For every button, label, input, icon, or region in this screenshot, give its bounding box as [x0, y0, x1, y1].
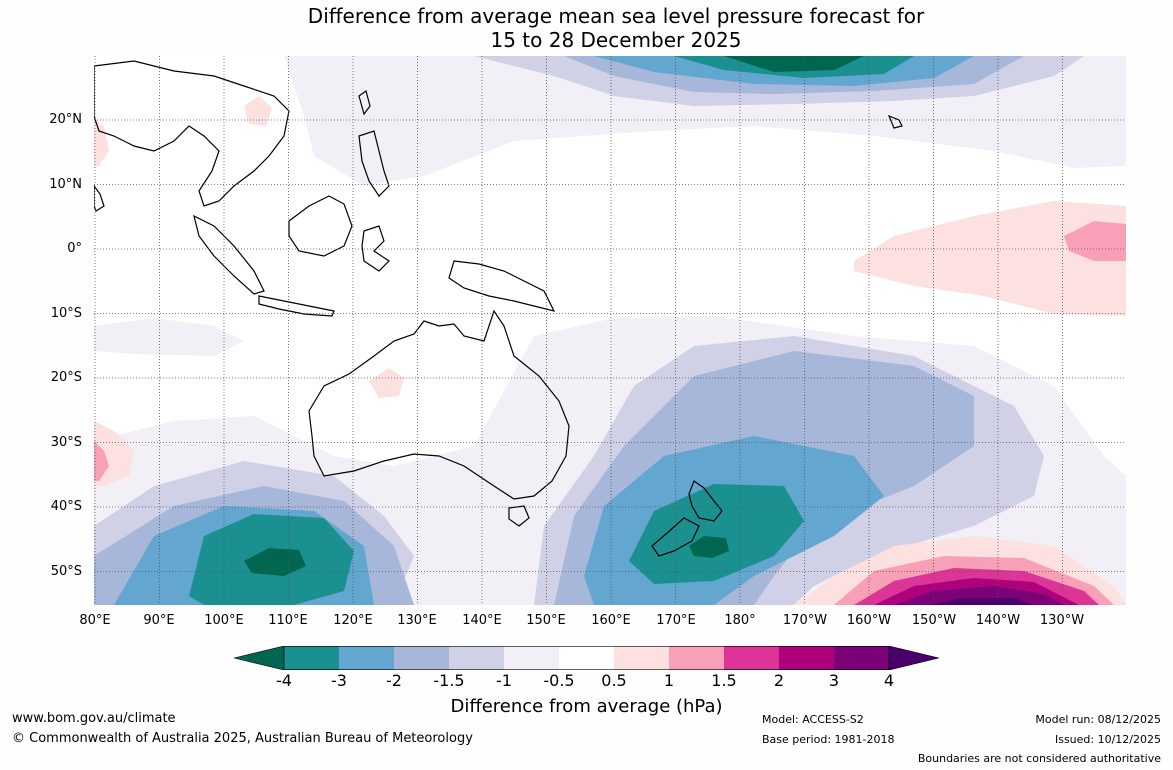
lat-label-10s: 10°S — [50, 306, 82, 321]
taiwan-outline — [358, 90, 371, 116]
lon-label-80e: 80°E — [79, 613, 111, 628]
colorbar-segment — [504, 646, 560, 670]
lon-label-90e: 90°E — [143, 613, 175, 628]
colorbar-tick-label: -0.5 — [543, 671, 575, 690]
colorbar-tick-label: -4 — [276, 671, 292, 690]
sri-lanka-outline — [94, 185, 105, 212]
colorbar-segment — [339, 646, 395, 670]
anomaly-pos1-east — [1064, 221, 1126, 261]
colorbar-segment — [724, 646, 780, 670]
anomaly-pos05-australia — [369, 368, 404, 398]
colorbar-segment — [614, 646, 670, 670]
anomaly-neg4-south — [244, 548, 306, 576]
colorbar-title: Difference from average (hPa) — [450, 696, 723, 717]
lat-label-20n: 20°N — [49, 112, 82, 127]
lon-label-110e: 110°E — [268, 613, 308, 628]
colorbar-tick-label: -1.5 — [433, 671, 465, 690]
colorbar-segment — [779, 646, 835, 670]
hawaii-outline — [887, 114, 903, 129]
model-run-text: Model run: 08/12/2025 — [1035, 713, 1161, 726]
colorbar-segment — [834, 646, 890, 670]
lat-label-equator: 0° — [67, 241, 82, 256]
colorbar-extend-low — [234, 646, 285, 670]
lon-label-130e: 130°E — [397, 613, 437, 628]
tasmania-outline — [508, 505, 530, 527]
anomaly-neg4-north — [724, 56, 864, 72]
colorbar-tick-label: 0.5 — [601, 671, 627, 690]
title-line-2: 15 to 28 December 2025 — [490, 28, 742, 52]
sulawesi-outline — [361, 225, 390, 272]
java-outline — [258, 295, 335, 317]
anomaly-pos05-east — [854, 201, 1126, 316]
anomaly-pos05-india — [94, 121, 109, 168]
lon-label-170w: 170°W — [782, 613, 828, 628]
colorbar-tick-label: -1 — [496, 671, 512, 690]
colorbar-tick-label: 2 — [773, 671, 785, 690]
anomaly-neg4-tasman — [689, 536, 729, 558]
lon-label-140e: 140°E — [462, 613, 502, 628]
anomaly-neg3-tasman — [629, 484, 804, 584]
boundaries-note: Boundaries are not considered authoritat… — [917, 752, 1161, 765]
colorbar-tick-label: -3 — [331, 671, 347, 690]
model-text: Model: ACCESS-S2 — [762, 713, 864, 726]
colorbar-tick-label: 3 — [828, 671, 840, 690]
colorbar-segment — [284, 646, 340, 670]
mainland-asia-outline — [94, 60, 290, 207]
lat-label-30s: 30°S — [50, 435, 82, 450]
graticule — [94, 56, 1126, 605]
colorbar-extend-high — [888, 646, 939, 670]
title-line-1: Difference from average mean sea level p… — [307, 4, 925, 28]
lon-label-160w: 160°W — [846, 613, 892, 628]
colorbar-tick-label: 1.5 — [711, 671, 737, 690]
lon-label-150e: 150°E — [526, 613, 566, 628]
anomaly-pos1-west — [94, 441, 109, 481]
lon-label-150w: 150°W — [911, 613, 957, 628]
colorbar-tick-label: -2 — [386, 671, 402, 690]
colorbar-segment — [394, 646, 450, 670]
issued-text: Issued: 10/12/2025 — [1054, 733, 1161, 746]
anomaly-pos05-indochina — [244, 96, 272, 126]
pressure-anomaly-map — [94, 56, 1126, 605]
lon-label-160e: 160°E — [591, 613, 631, 628]
philippines-outline — [358, 130, 390, 197]
lon-label-140w: 140°W — [975, 613, 1021, 628]
nz-south-island — [651, 517, 700, 557]
nz-north-island — [688, 480, 723, 522]
website-link[interactable]: www.bom.gov.au/climate — [12, 711, 176, 726]
anomaly-pos3-southeast — [894, 586, 1064, 605]
colorbar-border — [283, 646, 890, 670]
lon-label-120e: 120°E — [333, 613, 373, 628]
anomaly-neg05-tropics-west — [94, 318, 244, 356]
colorbar-segment — [449, 646, 505, 670]
copyright-text: © Commonwealth of Australia 2025, Austra… — [12, 731, 473, 746]
map-canvas — [94, 56, 1126, 605]
colorbar-segment — [559, 646, 615, 670]
lat-label-10n: 10°N — [49, 177, 82, 192]
map-title: Difference from average mean sea level p… — [0, 4, 1173, 52]
anomaly-pos4-southeast — [929, 598, 1034, 605]
lon-label-100e: 100°E — [204, 613, 244, 628]
colorbar-tick-label: 4 — [883, 671, 895, 690]
colorbar-segment — [669, 646, 725, 670]
lon-label-180: 180° — [724, 613, 756, 628]
lon-label-170e: 170°E — [656, 613, 696, 628]
colorbar-tick-label: 1 — [663, 671, 675, 690]
borneo-outline — [288, 195, 353, 257]
colorbar — [234, 646, 939, 670]
lat-label-50s: 50°S — [50, 564, 82, 579]
lat-label-40s: 40°S — [50, 499, 82, 514]
sumatra-outline — [193, 214, 265, 295]
lat-label-20s: 20°S — [50, 370, 82, 385]
lon-label-130w: 130°W — [1039, 613, 1085, 628]
base-period-text: Base period: 1981-2018 — [762, 733, 895, 746]
new-guinea-outline — [448, 260, 556, 312]
